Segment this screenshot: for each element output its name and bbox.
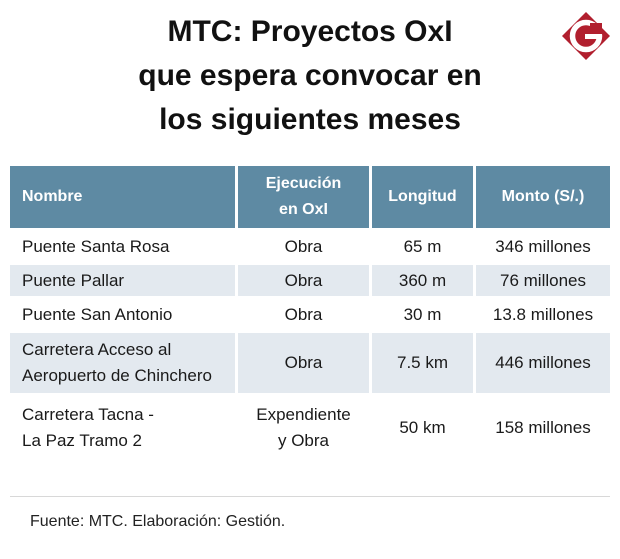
cell-nombre-line: Puente Santa Rosa — [22, 236, 170, 256]
header-monto: Monto (S/.) — [473, 166, 610, 228]
cell-nombre-line: La Paz Tramo 2 — [22, 431, 143, 450]
cell-ejecucion-line: Obra — [284, 304, 323, 324]
cell-monto: 13.8 millones — [473, 299, 610, 330]
cell-longitud: 50 km — [369, 396, 473, 460]
title-line-2: que espera convocar en — [138, 59, 482, 92]
cell-ejecucion: Obra — [235, 265, 369, 296]
cell-nombre: Carretera Acceso al Aeropuerto de Chinch… — [10, 333, 235, 393]
cell-nombre-line: Puente San Antonio — [22, 304, 173, 324]
source-note: Fuente: MTC. Elaboración: Gestión. — [30, 513, 286, 530]
cell-nombre-line: Aeropuerto de Chinchero — [22, 366, 212, 385]
cell-nombre-line: Puente Pallar — [22, 270, 125, 290]
gestion-logo-icon — [562, 12, 610, 60]
header-ejecucion: Ejecución en OxI — [235, 166, 369, 228]
cell-longitud: 30 m — [369, 299, 473, 330]
cell-monto: 158 millones — [473, 396, 610, 460]
table-row: Carretera Acceso al Aeropuerto de Chinch… — [10, 333, 610, 393]
table-header-row: Nombre Ejecución en OxI Longitud Monto (… — [10, 166, 610, 228]
cell-ejecucion: Expendiente y Obra — [235, 396, 369, 460]
cell-nombre: Puente Pallar — [10, 265, 235, 296]
cell-longitud: 360 m — [369, 265, 473, 296]
cell-ejecucion-line: Obra — [284, 270, 323, 290]
footer-divider — [10, 496, 610, 497]
header-longitud: Longitud — [369, 166, 473, 228]
cell-longitud: 65 m — [369, 231, 473, 262]
header-nombre: Nombre — [10, 166, 235, 228]
cell-monto: 76 millones — [473, 265, 610, 296]
cell-nombre-line: Carretera Tacna - — [22, 405, 154, 424]
cell-nombre: Puente San Antonio — [10, 299, 235, 330]
table-row: Carretera Tacna - La Paz Tramo 2 Expendi… — [10, 396, 610, 460]
cell-monto: 446 millones — [473, 333, 610, 393]
title-line-3: los siguientes meses — [159, 103, 461, 136]
cell-ejecucion-line: Obra — [284, 353, 323, 372]
cell-nombre: Puente Santa Rosa — [10, 231, 235, 262]
cell-nombre: Carretera Tacna - La Paz Tramo 2 — [10, 396, 235, 460]
table-row: Puente San Antonio Obra 30 m 13.8 millon… — [10, 299, 610, 330]
title-line-1: MTC: Proyectos OxI — [167, 15, 453, 48]
header-ejecucion-line-1: Ejecución — [265, 175, 342, 192]
page-title: MTC: Proyectos OxI que espera convocar e… — [60, 10, 560, 142]
cell-ejecucion: Obra — [235, 299, 369, 330]
cell-ejecucion-line: Obra — [284, 236, 323, 256]
cell-nombre-line: Carretera Acceso al — [22, 340, 172, 359]
cell-ejecucion-line: Expendiente — [256, 405, 351, 424]
cell-longitud: 7.5 km — [369, 333, 473, 393]
cell-monto: 346 millones — [473, 231, 610, 262]
header-ejecucion-line-2: en OxI — [279, 201, 328, 218]
cell-ejecucion-line: y Obra — [277, 431, 330, 450]
cell-ejecucion: Obra — [235, 231, 369, 262]
table-row: Puente Pallar Obra 360 m 76 millones — [10, 265, 610, 296]
projects-table: Nombre Ejecución en OxI Longitud Monto (… — [10, 163, 610, 463]
cell-ejecucion: Obra — [235, 333, 369, 393]
table-row: Puente Santa Rosa Obra 65 m 346 millones — [10, 231, 610, 262]
